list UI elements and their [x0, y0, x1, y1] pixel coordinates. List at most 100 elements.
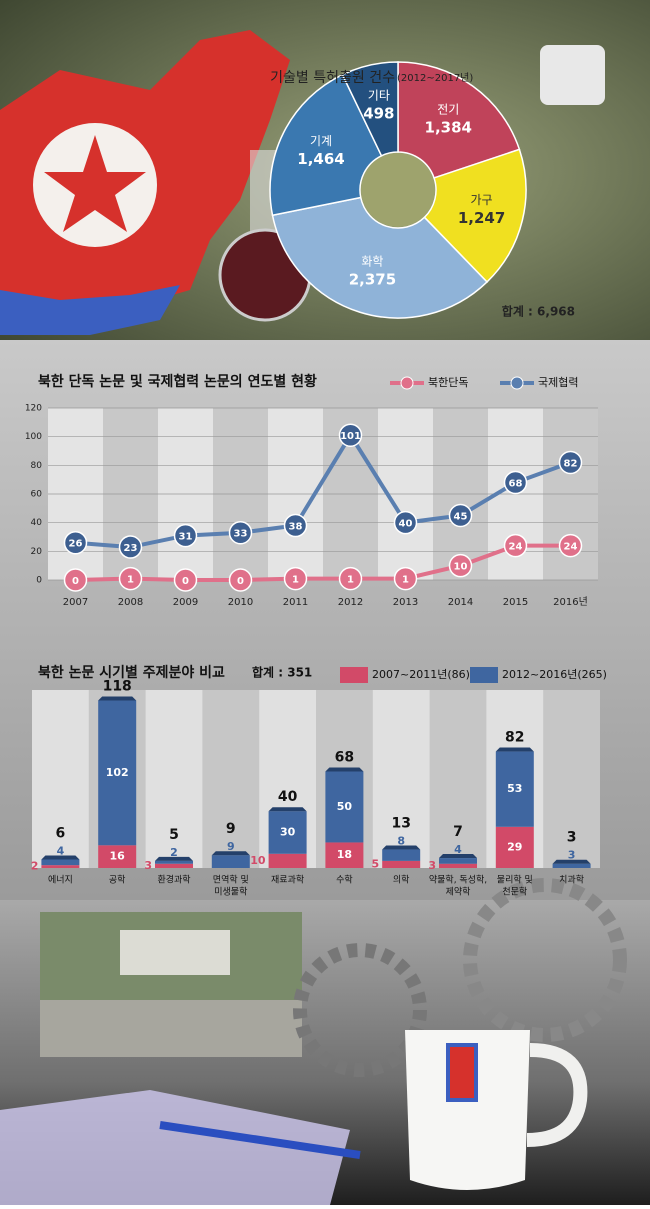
bar-segment: [495, 826, 534, 868]
bar-segment: [268, 811, 307, 854]
column-shade: [429, 690, 487, 868]
legend-label: 2007~2011년(86): [372, 668, 470, 681]
x-tick-label: 2015: [503, 597, 528, 608]
point: [63, 530, 88, 555]
gear: [463, 878, 627, 1042]
x-tick-label: 면역학 및: [213, 874, 249, 886]
legend-swatch: [340, 667, 368, 683]
point: [118, 535, 143, 559]
bar-segment: [325, 771, 364, 843]
y-tick-label: 120: [25, 404, 42, 414]
x-tick-label: 환경과학: [157, 874, 190, 886]
legend-label: 2012~2016년(265): [502, 668, 607, 681]
point: [63, 568, 88, 592]
slice-value: 1,384: [425, 119, 472, 137]
slice-label: 기타: [368, 89, 390, 103]
point: [558, 533, 583, 558]
bar-segment: [382, 849, 421, 861]
point: [228, 520, 253, 545]
point: [558, 450, 583, 475]
legend-label: 국제협력: [538, 376, 578, 389]
x-tick-label: 2010: [228, 597, 253, 608]
column-shade: [202, 690, 260, 868]
point: [283, 513, 308, 538]
point-label: 24: [509, 542, 523, 553]
bar-segment: [382, 860, 421, 868]
x-tick-label: 수학: [336, 875, 353, 886]
chart-title: 북한 단독 논문 및 국제협력 논문의 연도별 현황: [38, 373, 317, 390]
point-label: 0: [182, 576, 189, 587]
point-label: 101: [340, 431, 361, 442]
segment-label: 16: [110, 850, 126, 863]
bar-top: [495, 747, 534, 752]
bar-segment: [268, 853, 307, 868]
y-tick-label: 100: [25, 432, 42, 442]
x-tick-label: 약물학, 독성학,: [429, 874, 487, 886]
mug-handle: [526, 1043, 588, 1147]
legend-marker: [400, 376, 414, 390]
point-label: 68: [509, 479, 523, 490]
point: [393, 566, 418, 591]
bar-top: [98, 696, 137, 701]
point-label: 82: [564, 458, 578, 469]
bar-segment: [211, 855, 250, 868]
x-tick-label: 2013: [393, 597, 418, 608]
socket: [540, 45, 605, 105]
x-tick-label: 재료과학: [271, 875, 304, 886]
photo-ground: [40, 1000, 302, 1057]
point: [228, 568, 253, 592]
point: [503, 470, 528, 495]
chart-title: 북한 논문 시기별 주제분야 비교: [38, 664, 225, 681]
segment-label: 8: [397, 835, 405, 848]
point: [448, 503, 473, 528]
slice-value: 498: [363, 105, 394, 123]
bar-top: [325, 767, 364, 772]
segment-label: 4: [57, 844, 65, 857]
segment-label: 102: [106, 766, 129, 779]
bar-segment: [552, 863, 591, 868]
total-label: 13: [391, 816, 410, 832]
bar-segment: [41, 859, 80, 866]
x-tick-label: 치과학: [559, 874, 584, 886]
bar-segment: [439, 858, 477, 864]
pie-slice: [269, 73, 383, 217]
total-label: 3: [567, 830, 577, 846]
point-label: 23: [124, 543, 138, 554]
point-label: 33: [234, 529, 248, 540]
x-tick-label: 2007: [63, 597, 88, 608]
x-tick-label: 2011: [283, 597, 308, 608]
slice-value: 1,464: [297, 150, 344, 168]
legend-label: 북한단독: [428, 376, 468, 389]
bar-segment: [98, 700, 137, 846]
bar-segment: [325, 842, 364, 868]
bar-segment: [155, 863, 193, 868]
point: [173, 568, 198, 592]
bar-top: [439, 854, 477, 859]
x-tick-label: 2016년: [553, 596, 588, 608]
x-tick-label: 에너지: [48, 875, 73, 886]
point: [118, 566, 143, 591]
total-label: 118: [103, 678, 132, 694]
map-blue-decoration: [0, 285, 180, 335]
series-line: [75, 431, 572, 550]
gear: [293, 943, 427, 1077]
total-label: 68: [335, 749, 354, 765]
column-shade: [543, 690, 600, 868]
pie-slice: [341, 61, 399, 157]
segment-label: 53: [507, 782, 522, 795]
slice-label: 가구: [471, 193, 493, 207]
total-label: 40: [278, 789, 298, 805]
x-tick-label: 천문학: [502, 887, 527, 898]
bar-top: [41, 855, 80, 860]
bar-segment: [98, 845, 137, 868]
legend-marker: [510, 376, 524, 390]
point: [338, 566, 363, 591]
segment-label: 3: [428, 859, 436, 872]
point-label: 1: [127, 575, 134, 586]
pen: [159, 1121, 361, 1159]
point-label: 0: [237, 576, 244, 587]
donut-hole: [361, 153, 435, 227]
legend-swatch: [470, 667, 498, 683]
slice-label: 화학: [361, 255, 383, 269]
